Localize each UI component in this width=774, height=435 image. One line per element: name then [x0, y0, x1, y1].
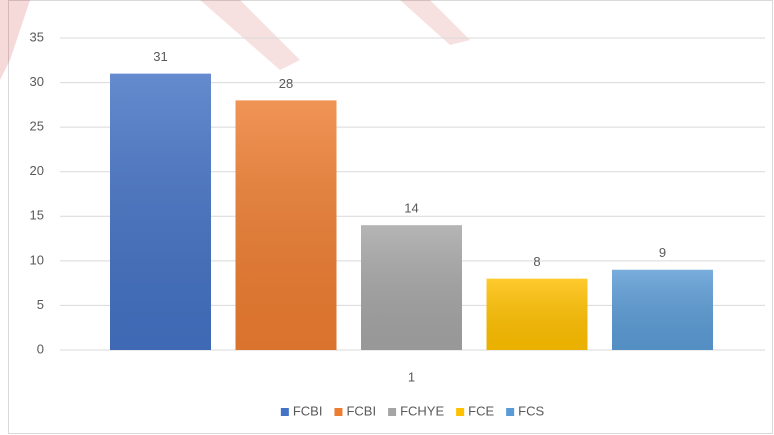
x-tick-label: 1 — [408, 369, 415, 384]
watermark — [200, 0, 300, 70]
data-label: 28 — [279, 76, 293, 91]
legend-swatch — [280, 408, 289, 416]
legend-label: FCS — [518, 403, 544, 418]
data-label: 9 — [659, 245, 666, 260]
legend-label: FCBI — [346, 403, 376, 418]
bar-sheen — [612, 269, 713, 350]
data-label: 8 — [533, 254, 540, 269]
watermark — [0, 0, 30, 80]
legend-swatch — [456, 408, 465, 416]
y-tick-label: 35 — [30, 29, 44, 44]
y-tick-label: 5 — [37, 297, 44, 312]
y-tick-label: 10 — [30, 252, 44, 267]
bar-sheen — [486, 278, 588, 350]
bar-sheen — [235, 100, 337, 351]
legend-swatch — [334, 408, 343, 416]
y-tick-label: 30 — [30, 74, 44, 89]
data-label: 14 — [404, 201, 418, 216]
legend-swatch — [388, 408, 397, 416]
legend-label: FCHYE — [400, 403, 444, 418]
watermark — [400, 0, 470, 45]
bar-sheen — [110, 73, 211, 351]
legend-label: FCE — [468, 403, 494, 418]
y-tick-label: 15 — [30, 208, 44, 223]
legend-swatch — [506, 408, 515, 416]
y-tick-label: 25 — [30, 119, 44, 134]
bar-sheen — [361, 225, 462, 350]
legend-label: FCBI — [293, 403, 323, 418]
data-label: 31 — [153, 49, 167, 64]
y-tick-label: 0 — [37, 341, 44, 356]
y-tick-label: 20 — [30, 163, 44, 178]
